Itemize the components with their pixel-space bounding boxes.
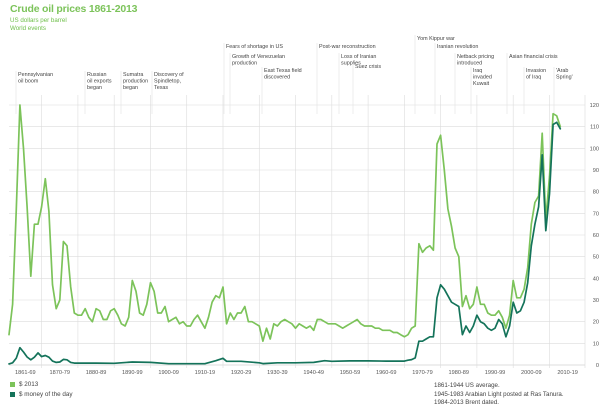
- chart-subtitle: US dollars per barrel: [10, 17, 67, 24]
- event-label: Growth of Venezuelan production: [232, 54, 285, 67]
- legend-item-money-of-day: $ money of the day: [10, 391, 73, 398]
- series-line-money-of-the-day: [8, 121, 562, 365]
- event-label-line: Texas: [154, 85, 168, 91]
- y-tick-label: 40: [593, 276, 599, 282]
- event-label: Pennsylvanian oil boom: [18, 72, 53, 85]
- event-label: Post-war reconstruction: [319, 44, 376, 50]
- y-tick-label: 0: [596, 363, 599, 369]
- series-line-2013-dollars: [8, 104, 562, 343]
- y-tick-label: 70: [593, 211, 599, 217]
- event-label-line: invaded: [473, 75, 492, 81]
- legend-label-2013: $ 2013: [19, 381, 39, 388]
- x-tick-label: 1970-79: [412, 370, 433, 376]
- event-label-line: Kuwait: [473, 81, 490, 87]
- event-label: Asian financial crisis: [509, 54, 558, 60]
- event-label-line: began: [123, 85, 138, 91]
- note-line: 1945-1983 Arabian Light posted at Ras Ta…: [434, 390, 564, 398]
- y-tick-label: 90: [593, 168, 599, 174]
- chart-title: Crude oil prices 1861-2013: [10, 3, 138, 15]
- event-label: 'Arab Spring': [556, 68, 573, 81]
- note-line: 1984-2013 Brent dated.: [434, 399, 500, 407]
- event-label-line: 'Arab: [556, 68, 568, 74]
- legend-swatch-money-of-day: [10, 391, 15, 397]
- event-label-line: Netback pricing: [457, 54, 494, 60]
- event-label-line: Suez crisis: [355, 64, 381, 70]
- event-label: Fears of shortage in US: [226, 44, 283, 50]
- y-tick-label: 80: [593, 190, 599, 196]
- x-tick-label: 1990-99: [485, 370, 506, 376]
- event-label-line: Asian financial crisis: [509, 54, 558, 60]
- event-label-line: production: [232, 61, 257, 67]
- y-tick-label: 100: [590, 146, 599, 152]
- event-label: Russian oil exports began: [87, 72, 112, 91]
- y-tick-label: 60: [593, 233, 599, 239]
- y-tick-label: 20: [593, 320, 599, 326]
- event-label: Sumatra production began: [123, 72, 148, 91]
- legend-item-2013: $ 2013: [10, 381, 38, 388]
- event-label-line: Iraq: [473, 68, 482, 74]
- x-tick-label: 1940-49: [303, 370, 324, 376]
- event-label: Iranian revolution: [437, 44, 478, 50]
- event-label-line: oil boom: [18, 79, 39, 85]
- x-tick-label: 1960-69: [376, 370, 397, 376]
- event-label: Invasion of Iraq: [526, 68, 546, 81]
- y-tick-label: 10: [593, 341, 599, 347]
- x-tick-label: 2010-19: [557, 370, 578, 376]
- event-label: Discovery of Spindletop, Texas: [154, 72, 184, 91]
- event-label-line: Yom Kippur war: [417, 36, 455, 42]
- x-tick-label: 1880-89: [86, 370, 107, 376]
- event-label-line: East Texas field: [264, 68, 302, 74]
- event-label: East Texas field discovered: [264, 68, 302, 81]
- x-tick-label: 1920-29: [231, 370, 252, 376]
- event-label: Yom Kippur war: [417, 36, 455, 42]
- x-tick-label: 1950-59: [340, 370, 361, 376]
- x-tick-label: 1861-69: [15, 370, 36, 376]
- legend-swatch-2013: [10, 381, 15, 387]
- event-label-line: supplies: [341, 61, 361, 67]
- event-label-line: Discovery of: [154, 72, 184, 78]
- event-label-line: oil exports: [87, 79, 112, 85]
- event-label-line: Growth of Venezuelan: [232, 54, 285, 60]
- event-label-line: Post-war reconstruction: [319, 44, 376, 50]
- y-tick-label: 110: [590, 125, 599, 131]
- event-label-line: discovered: [264, 75, 290, 81]
- event-label-line: introduced: [457, 61, 482, 67]
- event-label-line: Spring': [556, 75, 573, 81]
- event-label-line: Spindletop,: [154, 79, 181, 85]
- x-tick-label: 1890-99: [122, 370, 143, 376]
- x-tick-label: 1930-39: [267, 370, 288, 376]
- x-tick-label: 1910-19: [195, 370, 216, 376]
- event-label-line: production: [123, 79, 148, 85]
- x-tick-label: 1980-89: [449, 370, 470, 376]
- event-label: Suez crisis: [355, 64, 381, 70]
- note-line: 1861-1944 US average.: [434, 382, 500, 389]
- y-tick-label: 50: [593, 255, 599, 261]
- event-label-line: Iranian revolution: [437, 44, 478, 50]
- event-label-line: Fears of shortage in US: [226, 44, 283, 50]
- x-tick-label: 2000-09: [521, 370, 542, 376]
- event-label-line: began: [87, 85, 102, 91]
- y-tick-label: 30: [593, 298, 599, 304]
- x-tick-label: 1900-09: [158, 370, 179, 376]
- event-label-line: Pennsylvanian: [18, 72, 53, 78]
- event-label-line: of Iraq: [526, 75, 541, 81]
- event-label-line: Sumatra: [123, 72, 143, 78]
- event-label: Loss of Iranian supplies: [341, 54, 376, 67]
- x-tick-label: 1870-79: [50, 370, 71, 376]
- y-tick-label: 120: [590, 103, 599, 109]
- events-heading: World events: [10, 25, 46, 32]
- legend-label-money-of-day: $ money of the day: [19, 391, 73, 398]
- event-label-line: Invasion: [526, 68, 546, 74]
- source-notes: 1861-1944 US average. 1945-1983 Arabian …: [434, 382, 564, 408]
- event-label: Netback pricing introduced: [457, 54, 494, 67]
- event-label: Iraq invaded Kuwait: [473, 68, 492, 87]
- event-label-line: Russian: [87, 72, 106, 78]
- event-label-line: Loss of Iranian: [341, 54, 376, 60]
